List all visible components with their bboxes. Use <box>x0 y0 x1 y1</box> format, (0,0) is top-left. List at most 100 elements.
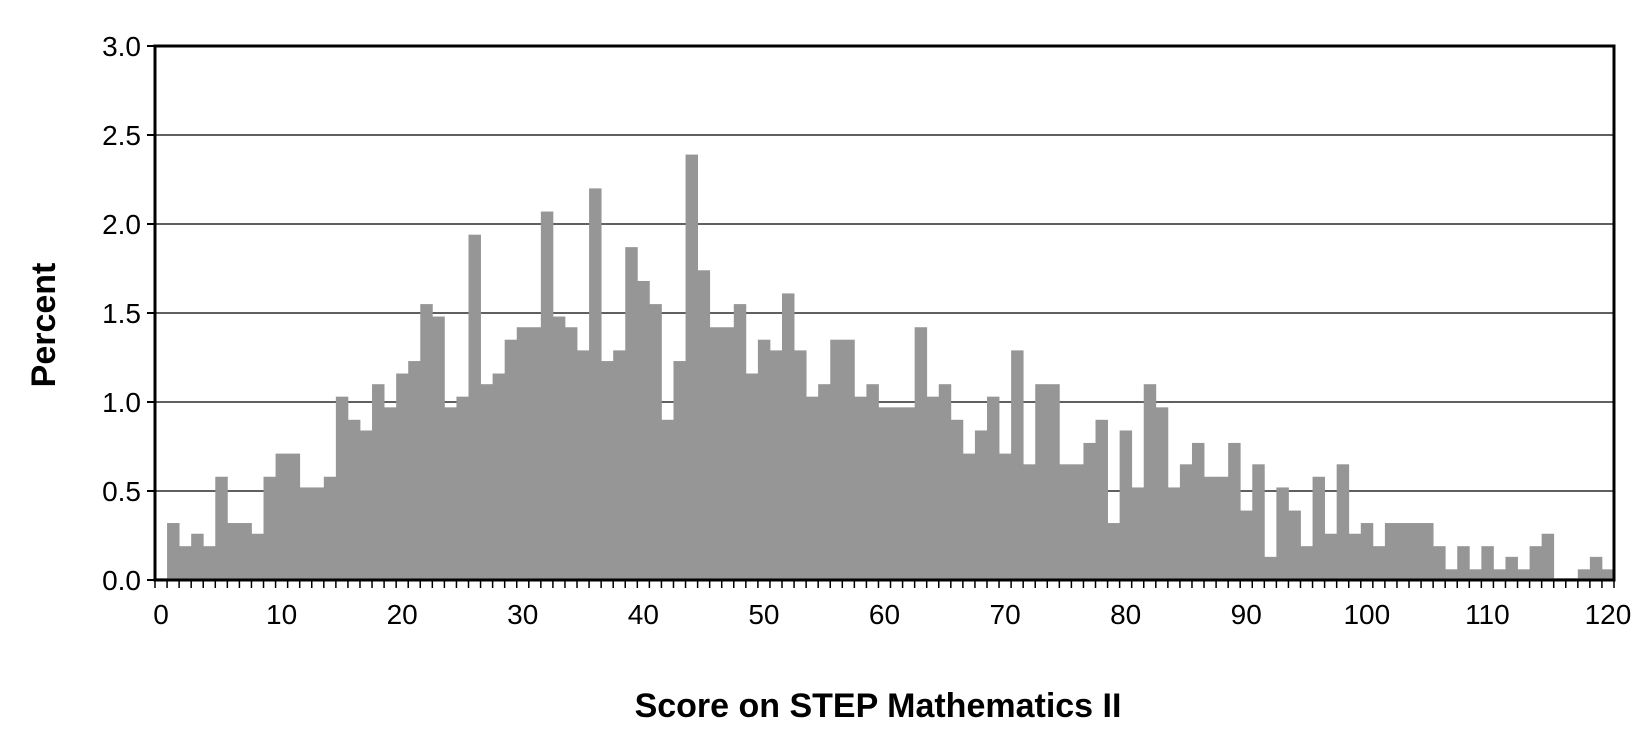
histogram-bar <box>528 327 542 580</box>
histogram-bar <box>637 280 650 580</box>
histogram-bar <box>974 430 988 580</box>
histogram-bar <box>480 384 494 580</box>
histogram-bar <box>1023 464 1036 580</box>
histogram-bar <box>311 487 325 580</box>
histogram-bar <box>1059 464 1072 580</box>
histogram-bar <box>986 396 1000 580</box>
histogram-bar <box>962 453 976 580</box>
histogram-bar <box>673 361 686 580</box>
histogram-bar <box>1372 546 1386 580</box>
histogram-bar <box>721 327 735 580</box>
histogram-bar <box>1445 569 1458 580</box>
histogram-bar <box>444 407 457 580</box>
histogram-bar <box>1336 464 1350 580</box>
y-tick-label: 3.0 <box>102 31 141 62</box>
histogram-bar <box>275 453 289 580</box>
y-tick-label: 0.0 <box>102 565 141 596</box>
histogram-bar <box>1179 464 1193 580</box>
x-tick-label: 60 <box>869 599 900 630</box>
histogram-bar <box>890 407 903 580</box>
histogram-bar <box>1324 533 1338 580</box>
histogram-bar <box>577 350 590 580</box>
histogram-bar <box>372 384 385 580</box>
histogram-bar <box>432 316 445 580</box>
x-tick-label: 50 <box>748 599 779 630</box>
histogram-bar <box>396 373 409 580</box>
histogram-bar <box>1481 546 1494 580</box>
x-axis-title: Score on STEP Mathematics II <box>635 687 1122 725</box>
histogram-bar <box>552 316 566 580</box>
histogram-bar <box>1216 476 1229 580</box>
histogram-bar <box>866 384 879 580</box>
histogram-bar <box>854 396 867 580</box>
histogram-bar <box>1204 476 1217 580</box>
histogram-bar <box>1360 523 1374 580</box>
histogram-bar <box>745 373 759 580</box>
histogram-bar <box>1469 569 1482 580</box>
histogram-bar <box>661 419 674 580</box>
histogram-bar <box>1589 556 1603 580</box>
histogram-bar <box>914 327 928 580</box>
histogram-bar <box>287 453 301 580</box>
histogram-bar <box>540 211 554 581</box>
y-tick-label: 1.0 <box>102 387 141 418</box>
histogram-bar <box>179 546 192 580</box>
x-tick-label: 20 <box>387 599 418 630</box>
histogram-bar <box>1083 442 1096 580</box>
histogram-bar <box>1095 419 1108 580</box>
histogram-bar <box>782 293 795 580</box>
histogram-bar <box>769 350 783 580</box>
histogram-bar <box>1228 442 1241 580</box>
histogram-bar <box>335 396 349 580</box>
histogram-bar <box>1047 384 1060 580</box>
histogram-bar <box>1167 487 1181 580</box>
x-tick-label: 30 <box>507 599 538 630</box>
histogram-bar <box>299 487 313 580</box>
histogram-bar <box>203 546 216 580</box>
histogram-bar <box>613 350 626 580</box>
histogram-bar <box>1240 510 1253 580</box>
histogram-bar <box>757 339 771 580</box>
histogram-bar <box>1529 546 1543 580</box>
histogram-bar <box>564 327 578 580</box>
histogram-bar <box>1601 569 1615 580</box>
histogram-bar <box>215 476 228 580</box>
histogram-bar <box>830 339 843 580</box>
histogram-bar <box>697 270 711 580</box>
histogram-bar <box>1505 556 1518 580</box>
histogram-bar <box>685 154 699 580</box>
histogram-bar <box>384 407 397 580</box>
histogram-bar <box>1071 464 1084 580</box>
histogram-bar <box>251 533 264 580</box>
histogram-bar <box>1409 523 1422 580</box>
histogram-bar <box>1143 384 1157 580</box>
x-tick-label: 10 <box>266 599 297 630</box>
histogram-bar <box>1107 523 1121 580</box>
histogram-bar <box>1384 523 1398 580</box>
bar-series <box>155 154 1615 581</box>
histogram-bar <box>1276 487 1289 580</box>
histogram-bar <box>1433 546 1446 580</box>
x-tick-label: 0 <box>153 599 169 630</box>
histogram-bar <box>1155 407 1169 580</box>
histogram-bar <box>468 234 481 580</box>
histogram-bar <box>589 188 602 580</box>
histogram-bar <box>1131 487 1145 580</box>
histogram-bar <box>806 396 819 580</box>
histogram-bar <box>1264 556 1277 580</box>
x-tick-label: 100 <box>1343 599 1390 630</box>
x-tick-label: 90 <box>1231 599 1262 630</box>
histogram-bar <box>950 419 964 580</box>
x-axis: 0 10 20 30 40 50 60 70 80 90 100 110 120 <box>153 580 1631 630</box>
histogram-bar <box>420 304 433 580</box>
y-tick-label: 0.5 <box>102 476 141 507</box>
x-tick-label: 110 <box>1465 599 1510 630</box>
histogram-bar <box>926 396 940 580</box>
histogram-bar <box>649 304 662 580</box>
histogram-bar <box>1517 569 1530 580</box>
histogram-bar <box>794 350 807 580</box>
histogram-bar <box>227 523 240 580</box>
histogram-bar <box>601 361 614 580</box>
y-axis-title: Percent <box>25 263 63 388</box>
